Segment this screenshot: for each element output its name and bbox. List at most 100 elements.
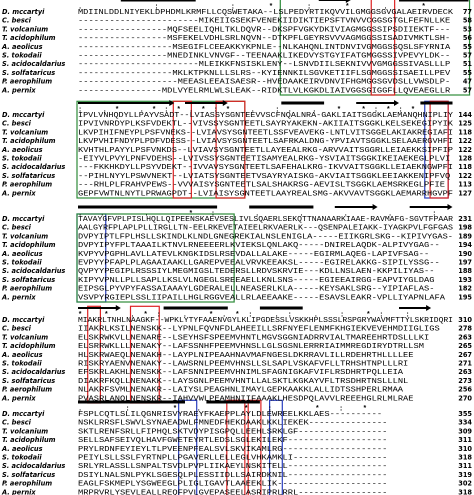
helix-bar — [78, 400, 185, 404]
species-name: C. besci — [2, 325, 32, 333]
species-name: A. aeolicus — [1, 250, 43, 258]
residue-count: 319 — [458, 471, 472, 479]
residue-count: 197 — [458, 259, 472, 267]
residue-count: 309 — [458, 427, 472, 435]
residue-count: 53 — [463, 25, 473, 33]
species-name: S. acidocaldarius — [2, 60, 65, 68]
sequence: DSIYLNALSNLPYKLSGESQLPLESSIIDLLSAIRDKNIL… — [78, 472, 387, 480]
residue-count: 256 — [458, 386, 472, 394]
residue-count: 57 — [463, 86, 473, 94]
sequence: HLSKRWAEQLNENAKH--LAYPLNIPEAAHNAVMAFNGES… — [78, 352, 414, 360]
residue-count: 144 — [458, 111, 472, 119]
residue-count: 118 — [458, 163, 472, 171]
residue-count: 55 — [463, 43, 473, 51]
residue-count: 113 — [458, 181, 472, 189]
residue-count: 310 — [458, 316, 472, 324]
strand-arrow — [78, 305, 121, 311]
sequence: RISKRYAENVNENAKY--LAWSRNLPEEMVHNSLLSLSAP… — [78, 361, 408, 369]
species-name: A. pernix — [1, 488, 36, 495]
residue-count: 55 — [463, 69, 473, 77]
species-name: S. solfataricus — [2, 69, 55, 77]
strand-arrow — [399, 305, 432, 311]
residue-count: 190 — [458, 250, 472, 258]
residue-count: 318 — [458, 488, 472, 495]
species-name: S. solfataricus — [2, 276, 55, 284]
residue-count: 122 — [458, 146, 472, 154]
sequence: --PIHLNYYLPSWVNEKT--LVIATSYSGNTEETVSAYRY… — [78, 173, 451, 181]
species-name: T. acidophilum — [2, 436, 56, 444]
residue-count: 47 — [463, 78, 473, 86]
residue-count: 189 — [458, 232, 472, 240]
residue-count: 58 — [463, 17, 473, 25]
residue-count: 193 — [458, 276, 472, 284]
helix-bar — [206, 400, 260, 404]
strand-arrow — [334, 204, 378, 210]
sequence: VSVPYRGIEPLSSLIIPAILLHGLRGGVEALLRLAEEAAK… — [78, 294, 446, 302]
species-name: A. aeolicus — [1, 146, 43, 154]
species-name: A. pernix — [1, 293, 36, 301]
sequence: MDIINLDDLNIYEKLDPHDMLKRMFLLCQSWETAKA--LS… — [78, 9, 453, 17]
species-name: A. pernix — [1, 189, 36, 197]
species-name: S. acidocaldarius — [2, 462, 65, 470]
residue-count: 51 — [463, 60, 473, 68]
residue-count: 334 — [458, 419, 472, 427]
sequence: TAVAYGFVPLPISLHQLLQIPEENSKAEVSESLIVLSQAE… — [78, 216, 453, 224]
species-name: C. besci — [2, 224, 32, 232]
species-name: P. aerophilum — [2, 386, 52, 394]
sequence: DVPYIPTLFPLHSLLSKINDLKLNDLGNEGREKIALNSLE… — [78, 233, 453, 241]
species-name: A. aeolicus — [1, 43, 43, 51]
sequence: PVASRLANQLNENSKR--IAHVVWLPEAMHNIIFAAAKLH… — [78, 395, 414, 403]
sequence: FSPLCQTLSLILQGNRISVYRAEYFKAEPPLAYLDLEWRE… — [78, 411, 382, 419]
species-name: S. solfataricus — [2, 172, 55, 180]
species-name: P. aerophilum — [2, 181, 52, 189]
helix-bar — [78, 205, 218, 209]
residue-count: 182 — [458, 285, 472, 293]
species-name: T. volcanium — [2, 333, 48, 341]
sequence: DIAKRFKQLLNENAKK--LAYSGNLPEEMVHNTLLALSKT… — [78, 378, 409, 386]
sequence: GEPFVWTNLNYTLPRWAGPDT--LVIAISYSGNTEETLAA… — [78, 190, 453, 198]
residue-count: 122 — [458, 172, 472, 180]
species-name: A. aeolicus — [1, 445, 43, 453]
residue-count: 56 — [463, 34, 473, 42]
sequence: KIPYVPNLLPLLSAPLLKSLVLNGEGLSREEAELLKNLSN… — [78, 277, 435, 285]
residue-count: 270 — [458, 394, 472, 402]
helix-bar — [163, 306, 228, 310]
species-name: T. acidophilum — [2, 342, 56, 350]
sequence: SELLSAFSEIVQLHAVFGWETEYRTLEDSLSGLEKILEKF… — [78, 437, 387, 445]
residue-count: 355 — [458, 410, 472, 418]
species-name: S. tokodaii — [2, 52, 42, 60]
residue-count: 118 — [458, 128, 472, 136]
residue-count: 263 — [458, 368, 472, 376]
sequence: ------------------MKLKTPKNLLLSLRS--KYIEN… — [78, 70, 451, 78]
species-name: D. mccartyi — [2, 410, 45, 418]
species-name: S. tokodaii — [2, 155, 42, 163]
sequence: IPVIVNRDYPLKSFVDEKTL--VIVSSYSGNTEETLSAYR… — [78, 121, 453, 129]
species-name: T. volcanium — [2, 232, 48, 240]
residue-count: 278 — [458, 325, 472, 333]
residue-count: 267 — [458, 351, 472, 359]
sequence: -----------------MQFSEELIQHLTKLDQVR--DKS… — [78, 26, 450, 34]
helix-bar — [281, 101, 325, 105]
residue-count: 302 — [458, 480, 472, 488]
species-name: C. besci — [2, 419, 32, 427]
strand-arrow — [356, 100, 399, 106]
strand-arrow — [318, 0, 351, 3]
species-name: T. volcanium — [2, 427, 48, 435]
residue-count: 195 — [458, 293, 472, 301]
residue-count: 271 — [458, 360, 472, 368]
sequence: -------------------MEEASLEEAISAESR--HVED… — [78, 79, 450, 87]
sequence: -EIYVLPVYLPNFVDEHS--LVIVSSYSGNTEETISAMYE… — [78, 156, 450, 164]
species-name: S. acidocaldarius — [2, 163, 65, 171]
consensus-line: . : *. *: *:* — [78, 405, 367, 413]
species-name: A. pernix — [1, 86, 36, 94]
species-name: T. volcanium — [2, 128, 48, 136]
sequence: EVPYYPFAPLPLAGAAIAAKLLGAREPVEEALVRVKEEAK… — [78, 260, 440, 268]
sequence: IIAKRLKSILNENSKK--LYPNLFQVNFDLAHEEILLSRF… — [78, 326, 440, 334]
residue-count: 198 — [458, 224, 472, 232]
sequence: MRPRVRLYSEVLEALLREQFPVLGVEPASEELASRIPRLR… — [78, 489, 387, 495]
helix-bar — [259, 306, 303, 310]
sequence: -----------------MNEDINKLVNVGF--TEENAAKL… — [78, 53, 450, 61]
sequence: -----------------MSFEKELVDHLSRLNQVN--DTK… — [78, 35, 450, 43]
